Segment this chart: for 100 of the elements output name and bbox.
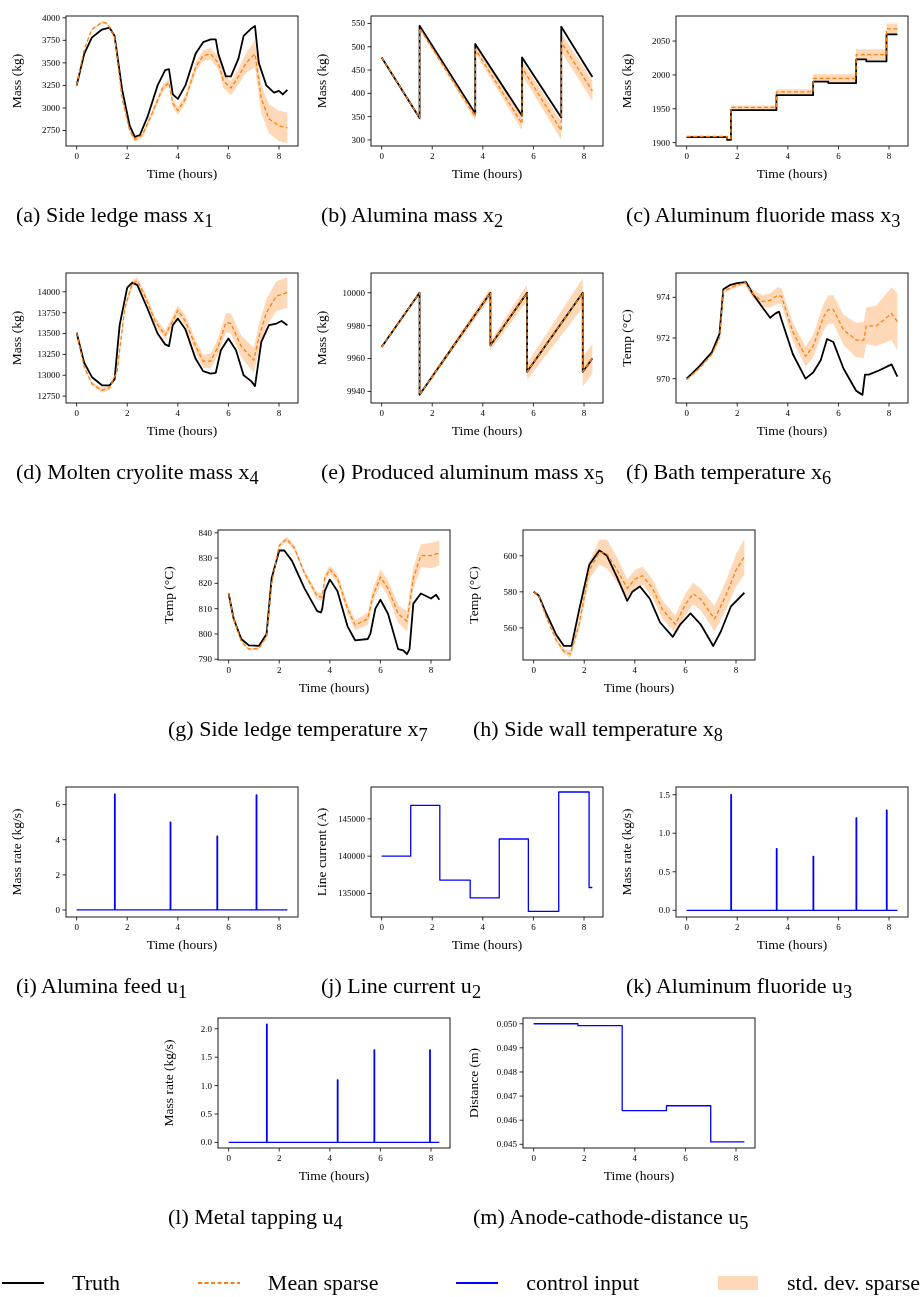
y-tick-label: 9940: [347, 386, 366, 397]
y-axis-title: Temp (°C): [619, 309, 634, 367]
x-tick-label: 6: [378, 1153, 384, 1163]
text: (l) Metal tapping u$_{4}$: [167, 1204, 344, 1236]
y-tick-label: 0.5: [658, 866, 671, 877]
y-tick-label: 14000: [37, 286, 61, 297]
x-tick-label: 4: [632, 665, 638, 675]
x-tick-label: 6: [683, 1153, 689, 1163]
y-tick-label: 1.5: [200, 1052, 213, 1063]
legend-label: Mean sparse: [267, 1270, 379, 1296]
x-tick-label: 4: [175, 408, 181, 418]
x-tick-label: 6: [378, 665, 384, 675]
x-tick-label: 4: [175, 922, 181, 932]
line-series: [380, 791, 594, 913]
text: (c) Aluminum fluoride mass x$_{3}$: [625, 202, 902, 234]
y-tick-label: 840: [198, 527, 213, 538]
y-tick-label: 13750: [37, 307, 61, 318]
y-tick-label: 0.050: [496, 1018, 518, 1029]
x-tick-label: 6: [836, 151, 842, 161]
y-tick-label: 500: [351, 41, 366, 52]
y-tick-label: 800: [198, 628, 213, 639]
y-tick-label: 0: [55, 904, 61, 915]
x-tick-label: 2: [276, 1153, 282, 1163]
y-tick-label: 4: [55, 834, 61, 845]
x-tick-label: 0: [226, 665, 232, 675]
y-tick-label: 1.5: [658, 789, 671, 800]
x-tick-label: 4: [480, 151, 486, 161]
y-tick-label: 450: [351, 64, 366, 75]
x-tick-label: 4: [327, 665, 333, 675]
y-tick-label: 350: [351, 111, 366, 122]
legend-label: Truth: [72, 1270, 121, 1296]
y-tick-label: 13000: [37, 370, 61, 381]
line-series: [532, 1023, 746, 1143]
y-tick-label: 9980: [347, 320, 366, 331]
x-tick-label: 0: [684, 408, 690, 418]
y-tick-label: 820: [198, 578, 213, 589]
y-tick-label: 10000: [342, 287, 366, 298]
x-tick-label: 0: [531, 665, 537, 675]
x-tick-label: 0: [379, 151, 385, 161]
x-tick-label: 2: [734, 151, 740, 161]
x-tick-label: 4: [785, 151, 791, 161]
y-axis-title: Mass (kg): [314, 53, 329, 109]
text: (b) Alumina mass x$_{2}$: [320, 202, 505, 234]
y-tick-label: 2750: [42, 125, 61, 136]
x-tick-label: 2: [124, 151, 130, 161]
x-tick-label: 8: [733, 1153, 739, 1163]
x-tick-label: 0: [531, 1153, 537, 1163]
y-tick-label: 1.0: [658, 828, 671, 839]
x-tick-label: 8: [581, 408, 587, 418]
x-tick-label: 4: [785, 922, 791, 932]
x-tick-label: 0: [74, 151, 80, 161]
text: std. dev. sparse: [786, 1270, 920, 1296]
y-tick-label: 1.0: [200, 1080, 213, 1091]
x-tick-label: 0: [379, 408, 385, 418]
x-tick-label: 6: [836, 408, 842, 418]
y-tick-label: 12750: [37, 391, 61, 402]
y-axis-title: Temp (°C): [161, 566, 176, 624]
x-tick-label: 2: [276, 665, 282, 675]
text: (i) Alumina feed u$_{1}$: [15, 973, 189, 1005]
y-tick-label: 140000: [338, 851, 366, 862]
x-tick-label: 8: [581, 922, 587, 932]
y-tick-label: 6: [55, 799, 61, 810]
x-tick-label: 8: [428, 1153, 434, 1163]
y-tick-label: 13500: [37, 328, 61, 339]
x-tick-label: 6: [226, 151, 232, 161]
x-tick-label: 8: [581, 151, 587, 161]
y-tick-label: 0.047: [496, 1090, 518, 1101]
x-tick-label: 6: [531, 922, 537, 932]
y-tick-label: 1900: [652, 137, 671, 148]
y-axis-title: Mass rate (kg/s): [9, 808, 24, 896]
x-tick-label: 8: [428, 665, 434, 675]
y-tick-label: 0.045: [496, 1139, 518, 1150]
x-axis-title: Time (hours): [756, 166, 828, 181]
x-tick-label: 8: [886, 922, 892, 932]
y-tick-label: 0.048: [496, 1066, 518, 1077]
y-tick-label: 790: [198, 654, 213, 665]
y-tick-label: 9960: [347, 353, 366, 364]
x-tick-label: 0: [74, 922, 80, 932]
x-axis-title: Time (hours): [603, 1168, 675, 1183]
y-tick-label: 13250: [37, 349, 61, 360]
x-tick-label: 6: [683, 665, 689, 675]
y-tick-label: 0.049: [496, 1042, 518, 1053]
x-tick-label: 2: [581, 1153, 587, 1163]
x-tick-label: 2: [581, 665, 587, 675]
text: (e) Produced aluminum mass x$_{5}$: [320, 459, 605, 491]
text: (a) Side ledge mass x$_{1}$: [15, 202, 215, 234]
y-tick-label: 400: [351, 88, 366, 99]
x-tick-label: 2: [429, 922, 435, 932]
y-tick-label: 1950: [652, 103, 671, 114]
x-axis-title: Time (hours): [451, 166, 523, 181]
x-tick-label: 6: [226, 408, 232, 418]
y-tick-label: 3500: [42, 57, 61, 68]
x-tick-label: 0: [226, 1153, 232, 1163]
y-axis-title: Mass (kg): [314, 310, 329, 366]
y-axis-title: Mass (kg): [9, 310, 24, 366]
x-axis-title: Time (hours): [298, 680, 370, 695]
x-tick-label: 2: [734, 408, 740, 418]
y-axis-title: Line current (A): [314, 807, 329, 897]
x-tick-label: 2: [429, 151, 435, 161]
y-tick-label: 0.5: [200, 1108, 213, 1119]
